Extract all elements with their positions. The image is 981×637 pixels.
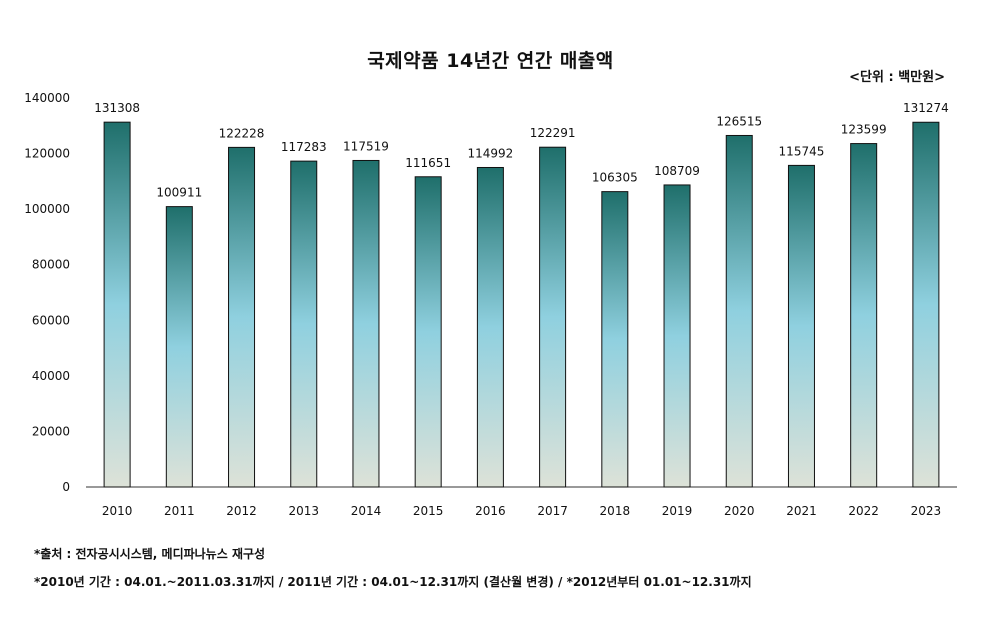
- bar-2012: [228, 146, 256, 488]
- data-label-2011: 100911: [156, 186, 202, 200]
- x-tick-label-2016: 2016: [475, 504, 506, 518]
- data-label-2012: 122228: [219, 126, 265, 140]
- data-label-2015: 111651: [405, 156, 451, 170]
- x-tick-label-2023: 2023: [911, 504, 942, 518]
- y-tick-label: 140000: [24, 91, 70, 105]
- data-label-2014: 117519: [343, 139, 389, 153]
- bar-2018: [601, 191, 629, 488]
- data-label-2022: 123599: [841, 123, 887, 137]
- bar-2021: [787, 164, 815, 488]
- bar-2016: [476, 166, 504, 488]
- x-tick-label-2014: 2014: [351, 504, 382, 518]
- y-tick-label: 60000: [32, 313, 70, 327]
- y-tick-label: 100000: [24, 202, 70, 216]
- bar-2014: [352, 159, 380, 488]
- chart-title: 국제약품 14년간 연간 매출액: [367, 50, 614, 72]
- data-label-2019: 108709: [654, 164, 700, 178]
- data-label-2018: 106305: [592, 171, 638, 185]
- data-label-2013: 117283: [281, 140, 327, 154]
- x-tick-label-2018: 2018: [600, 504, 631, 518]
- x-tick-label-2019: 2019: [662, 504, 693, 518]
- y-tick-label: 20000: [32, 424, 70, 438]
- x-tick-label-2021: 2021: [786, 504, 817, 518]
- x-tick-label-2011: 2011: [164, 504, 195, 518]
- bar-2019: [663, 184, 691, 488]
- bar-2020: [725, 134, 753, 488]
- bar-2015: [414, 176, 442, 488]
- y-tick-label: 0: [62, 480, 70, 494]
- data-label-2021: 115745: [779, 144, 825, 158]
- x-tick-label-2017: 2017: [537, 504, 568, 518]
- bar-2010: [103, 121, 131, 488]
- data-label-2010: 131308: [94, 101, 140, 115]
- y-tick-label: 120000: [24, 147, 70, 161]
- x-tick-label-2020: 2020: [724, 504, 755, 518]
- data-label-2016: 114992: [467, 146, 513, 160]
- x-tick-label-2022: 2022: [848, 504, 879, 518]
- x-tick-label-2012: 2012: [226, 504, 257, 518]
- bar-2022: [850, 143, 878, 488]
- x-tick-label-2010: 2010: [102, 504, 133, 518]
- source-note: *출처 : 전자공시시스템, 메디파나뉴스 재구성: [34, 547, 266, 561]
- bar-2013: [290, 160, 318, 488]
- unit-label: <단위 : 백만원>: [849, 70, 945, 85]
- bar-2011: [165, 206, 193, 488]
- data-label-2020: 126515: [716, 114, 762, 128]
- x-tick-label-2015: 2015: [413, 504, 444, 518]
- period-note: *2010년 기간 : 04.01.~2011.03.31까지 / 2011년 …: [34, 575, 752, 589]
- y-tick-label: 80000: [32, 258, 70, 272]
- x-tick-label-2013: 2013: [288, 504, 319, 518]
- bar-2023: [912, 121, 940, 488]
- data-label-2023: 131274: [903, 101, 949, 115]
- data-label-2017: 122291: [530, 126, 576, 140]
- bar-2017: [539, 146, 567, 488]
- y-tick-label: 40000: [32, 369, 70, 383]
